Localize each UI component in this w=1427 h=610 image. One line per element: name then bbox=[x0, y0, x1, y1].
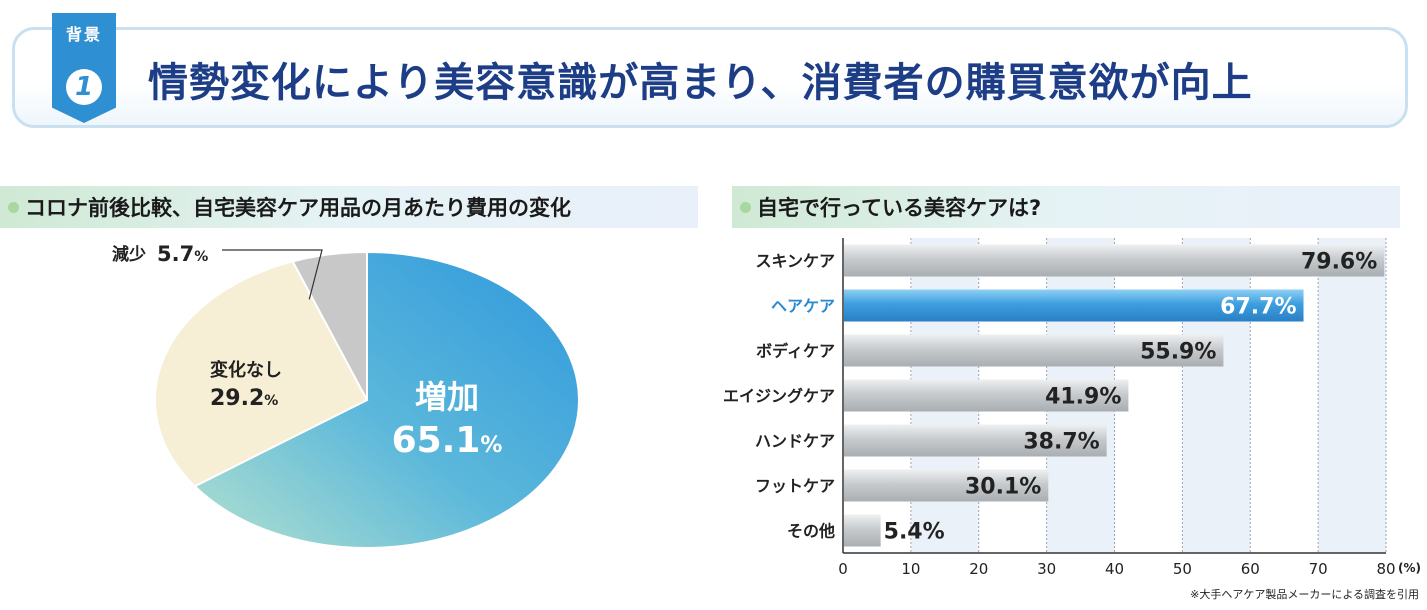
pie-label-increase: 増加 bbox=[415, 378, 479, 416]
bullet-dot-icon bbox=[740, 201, 751, 213]
bar-category-label: ヘアケア bbox=[771, 297, 835, 316]
bar-5 bbox=[844, 469, 1049, 502]
grid-band bbox=[1182, 238, 1251, 553]
pie-section-title: コロナ前後比較、自宅美容ケア用品の月あたり費用の変化 bbox=[25, 196, 571, 220]
x-tick-label: 40 bbox=[1105, 560, 1124, 578]
bar-category-label: その他 bbox=[787, 522, 835, 541]
bar-section-title: 自宅で行っている美容ケアは? bbox=[757, 196, 1042, 220]
x-tick-label: 30 bbox=[1037, 560, 1056, 578]
pie-slice-2 bbox=[291, 250, 368, 401]
ribbon-number: 1 bbox=[66, 69, 102, 105]
pie-value-nochange: 29.2% bbox=[210, 386, 278, 411]
bar-category-label: ボディケア bbox=[756, 342, 835, 361]
bar-3 bbox=[844, 379, 1129, 412]
pie-leader-line bbox=[222, 249, 323, 300]
x-tick-label: 60 bbox=[1241, 560, 1260, 578]
x-tick-label: 70 bbox=[1309, 560, 1328, 578]
bar-value-label: 79.6% bbox=[1301, 250, 1377, 275]
pie-section-header: コロナ前後比較、自宅美容ケア用品の月あたり費用の変化 bbox=[0, 186, 698, 228]
footnote: ※大手ヘアケア製品メーカーによる調査を引用 bbox=[1190, 588, 1419, 601]
bar-value-label: 41.9% bbox=[1045, 385, 1121, 410]
bar-value-label: 38.7% bbox=[1023, 430, 1099, 455]
bar-2 bbox=[844, 334, 1224, 367]
bar-4 bbox=[844, 424, 1107, 457]
bar-value-label: 67.7% bbox=[1220, 295, 1296, 320]
bar-category-label: エイジングケア bbox=[723, 387, 835, 406]
pie-slice-0 bbox=[193, 250, 580, 549]
x-tick-label: 10 bbox=[901, 560, 920, 578]
pie-value-increase: 65.1% bbox=[392, 420, 503, 461]
bar-category-label: スキンケア bbox=[755, 252, 835, 271]
bullet-dot-icon bbox=[8, 201, 19, 213]
bar-1 bbox=[844, 289, 1304, 322]
title-banner bbox=[12, 27, 1408, 128]
x-tick-label: 50 bbox=[1173, 560, 1192, 578]
x-tick-label: 20 bbox=[969, 560, 988, 578]
x-tick-label: 0 bbox=[838, 560, 848, 578]
ribbon-tag: 背景 bbox=[65, 25, 102, 44]
x-tick-label: 80 bbox=[1376, 560, 1395, 578]
x-unit-label: (%) bbox=[1398, 561, 1421, 575]
bar-section-header: 自宅で行っている美容ケアは? bbox=[732, 186, 1400, 228]
bar-value-label: 30.1% bbox=[965, 475, 1041, 500]
bar-0 bbox=[844, 244, 1385, 277]
background-ribbon-badge: 背景 1 bbox=[52, 13, 116, 123]
page-title: 情勢変化により美容意識が高まり、消費者の購買意欲が向上 bbox=[148, 60, 1253, 106]
pie-label-nochange: 変化なし bbox=[210, 359, 282, 381]
bar-category-label: ハンドケア bbox=[755, 432, 835, 451]
bar-value-label: 55.9% bbox=[1140, 340, 1216, 365]
grid-band bbox=[1318, 238, 1386, 553]
pie-value-decrease: 5.7% bbox=[157, 242, 208, 266]
bar-value-label: 5.4% bbox=[884, 520, 945, 545]
bar-6 bbox=[844, 514, 881, 547]
pie-label-decrease: 減少 bbox=[112, 244, 146, 265]
bar-category-label: フットケア bbox=[755, 477, 835, 496]
pie-slice-1 bbox=[154, 260, 369, 488]
